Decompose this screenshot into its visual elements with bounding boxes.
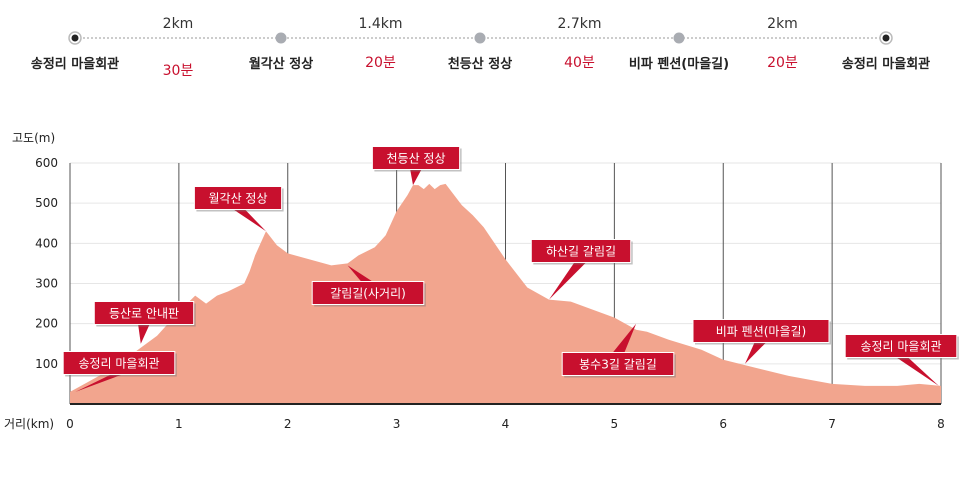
- x-tick-labels: 0 1 2 3 4 5 6 7 8: [66, 417, 945, 431]
- callout-box: [561, 352, 675, 376]
- x-tick-label: 7: [828, 417, 836, 431]
- y-tick-label: 300: [35, 277, 58, 291]
- callout-label: 하산길 갈림길: [546, 245, 616, 259]
- callout-pointer: [75, 373, 125, 392]
- route-stop-dot: [673, 32, 685, 44]
- route-stop-label: 천등산 정상: [448, 56, 512, 72]
- y-tick-label: 500: [35, 196, 58, 210]
- segment-time: 30분: [163, 63, 194, 79]
- segment-time: 20분: [365, 55, 396, 71]
- callout-box: [692, 319, 830, 343]
- route-stop-label: 송정리 마을회관: [31, 56, 119, 72]
- annotation-callout: 봉수3길 갈림길: [561, 323, 676, 378]
- y-tick-label: 600: [35, 156, 58, 170]
- y-tick-labels: 100 200 300 400 500 600: [35, 156, 58, 371]
- route-stop-label: 월각산 정상: [249, 56, 313, 72]
- callout-pointer: [138, 323, 150, 344]
- annotation-callout: 월각산 정상: [193, 186, 284, 232]
- route-stop-label: 비파 펜션(마을길): [629, 56, 729, 72]
- x-tick-label: 5: [611, 417, 619, 431]
- callout-pointer: [549, 261, 587, 300]
- annotation-callout: 송정리 마을회관: [844, 334, 959, 386]
- route-stop-dot: [474, 32, 486, 44]
- x-tick-label: 2: [284, 417, 292, 431]
- annotation-callout: 등산로 안내판: [93, 301, 196, 344]
- route-stop-dot: [275, 32, 287, 44]
- elevation-chart: 고도(m) 거리(km) 100 200 300 400 500 600 0 1 2 3 4 5 6 7…: [4, 131, 959, 431]
- callout-pointer: [347, 265, 374, 283]
- segment-time: 40분: [564, 55, 595, 71]
- elevation-area: [70, 183, 941, 404]
- annotation-callout: 하산길 갈림길: [530, 239, 633, 300]
- x-tick-label: 6: [719, 417, 727, 431]
- callout-label: 송정리 마을회관: [860, 340, 941, 354]
- segment-distance: 2km: [767, 16, 798, 32]
- route-endpoint-dot: [71, 34, 79, 42]
- callout-box: [193, 186, 283, 210]
- callout-pointer: [232, 208, 266, 232]
- y-tick-label: 400: [35, 236, 58, 250]
- callout-label: 봉수3길 갈림길: [579, 358, 657, 372]
- y-tick-label: 200: [35, 317, 58, 331]
- segment-time: 20분: [767, 55, 798, 71]
- segment-distance: 2km: [163, 16, 194, 32]
- route-timeline: 송정리 마을회관 월각산 정상 천등산 정상 비파 펜션(마을길) 송정리 마을회관 2k…: [31, 16, 930, 79]
- callout-label: 등산로 안내판: [109, 307, 179, 321]
- callout-label: 비파 펜션(마을길): [716, 325, 806, 339]
- callout-pointer: [895, 356, 939, 386]
- callout-label: 천등산 정상: [386, 151, 445, 166]
- x-tick-label: 3: [393, 417, 401, 431]
- callout-box: [844, 334, 958, 358]
- y-axis-label: 고도(m): [12, 131, 55, 145]
- annotation-callout: 갈림길(사거리): [311, 265, 426, 307]
- annotation-callout: 천등산 정상: [371, 146, 462, 186]
- callout-box: [93, 301, 195, 325]
- x-tick-label: 4: [502, 417, 510, 431]
- route-endpoint-dot: [882, 34, 890, 42]
- callout-box: [311, 281, 425, 305]
- callout-pointer: [410, 168, 422, 186]
- callout-pointer: [745, 341, 767, 364]
- x-tick-label: 1: [175, 417, 183, 431]
- x-axis-label: 거리(km): [4, 417, 54, 431]
- callout-box: [62, 351, 176, 375]
- route-stop-label: 송정리 마을회관: [842, 56, 930, 72]
- x-tick-label: 0: [66, 417, 74, 431]
- callout-label: 갈림길(사거리): [330, 287, 406, 301]
- y-tick-label: 100: [35, 357, 58, 371]
- annotation-callout: 송정리 마을회관: [62, 351, 177, 392]
- callout-box: [371, 146, 461, 170]
- callout-pointer: [612, 323, 637, 354]
- chart-grid: [69, 162, 942, 404]
- segment-distance: 1.4km: [358, 16, 402, 32]
- annotation-callout: 비파 펜션(마을길): [692, 319, 831, 364]
- callout-label: 송정리 마을회관: [78, 357, 159, 371]
- x-tick-label: 8: [937, 417, 945, 431]
- callout-box: [530, 239, 632, 263]
- segment-distance: 2.7km: [557, 16, 601, 32]
- callout-label: 월각산 정상: [208, 192, 267, 206]
